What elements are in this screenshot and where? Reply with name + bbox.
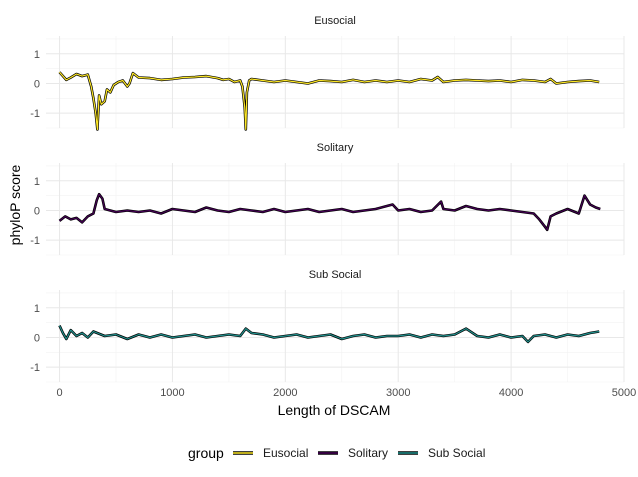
y-tick-label: -1 <box>30 362 40 374</box>
x-axis-title: Length of DSCAM <box>278 402 391 418</box>
series-line <box>59 71 600 131</box>
y-tick-label: 0 <box>34 332 40 344</box>
series-line-outline <box>58 325 600 344</box>
x-tick-label: 3000 <box>386 387 410 399</box>
y-tick-label: 0 <box>34 205 40 217</box>
series-line <box>58 325 600 343</box>
y-tick-label: -1 <box>30 235 40 247</box>
facet-panel: Solitary -1 0 1 <box>30 142 625 256</box>
x-tick-label: 4000 <box>499 387 523 399</box>
x-tick-label: 1000 <box>160 387 184 399</box>
facet-title: Eusocial <box>314 15 356 27</box>
facet-title: Sub Social <box>309 269 362 281</box>
y-axis-title: phyloP score <box>7 164 23 245</box>
x-tick-label: 2000 <box>273 387 297 399</box>
facet-panel: Sub Social -1 0 1 <box>30 269 625 383</box>
legend-label: Sub Social <box>428 446 485 460</box>
facet-panel: Eusocial -1 0 1 <box>30 15 625 131</box>
legend-label: Solitary <box>348 446 388 460</box>
y-tick-label: 1 <box>34 49 40 61</box>
series-line <box>59 193 601 231</box>
y-tick-label: 1 <box>34 176 40 188</box>
x-tick-label: 0 <box>56 387 62 399</box>
legend-title: group <box>188 445 224 461</box>
y-tick-label: -1 <box>30 108 40 120</box>
y-tick-label: 0 <box>34 78 40 90</box>
y-tick-label: 1 <box>34 303 40 315</box>
legend-label: Eusocial <box>263 446 308 460</box>
legend: group Eusocial Solitary Sub Social <box>188 445 485 461</box>
x-tick-label: 5000 <box>612 387 636 399</box>
facet-title: Solitary <box>317 142 354 154</box>
